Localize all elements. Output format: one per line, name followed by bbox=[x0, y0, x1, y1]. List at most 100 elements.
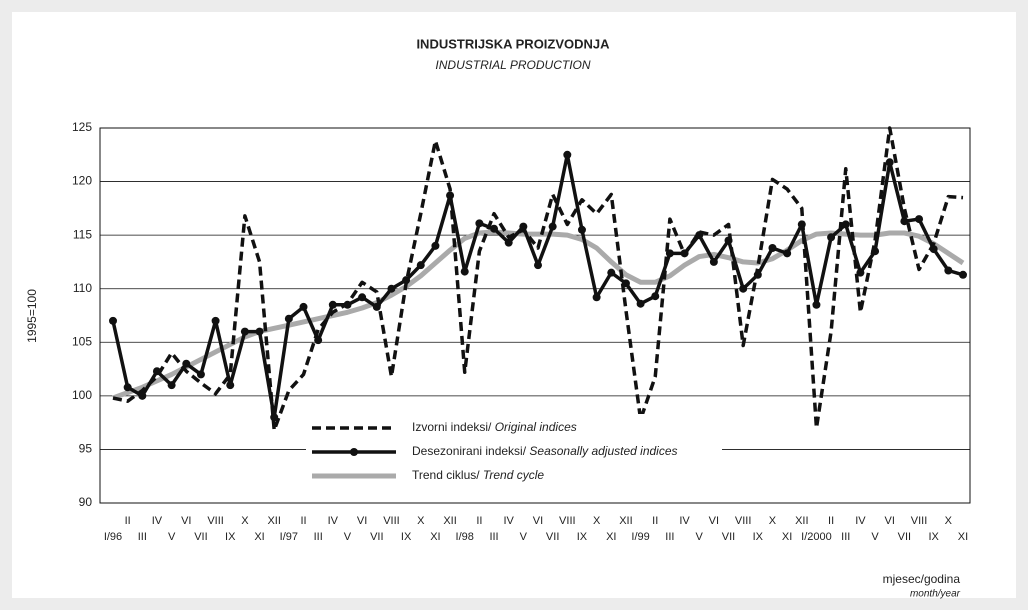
x-tick-label: XII bbox=[267, 515, 280, 527]
x-tick-label: VI bbox=[181, 515, 191, 527]
x-tick-label: IV bbox=[152, 515, 163, 527]
y-tick-label: 115 bbox=[73, 227, 92, 241]
series-line bbox=[112, 229, 965, 401]
point bbox=[724, 236, 733, 245]
point bbox=[343, 300, 352, 309]
x-tick-label: VII bbox=[370, 531, 383, 543]
y-tick-label: 100 bbox=[72, 388, 92, 402]
point bbox=[592, 293, 601, 302]
x-tick-label: VIII bbox=[207, 515, 224, 527]
x-tick-label: II bbox=[476, 515, 482, 527]
x-tick-label: IX bbox=[401, 531, 412, 543]
point bbox=[915, 215, 924, 224]
x-tick-label: V bbox=[344, 531, 352, 543]
x-tick-label: I/98 bbox=[456, 531, 474, 543]
point bbox=[607, 268, 616, 277]
y-tick-label: 125 bbox=[72, 120, 92, 134]
point bbox=[460, 267, 469, 276]
x-tick-label: I/97 bbox=[280, 531, 298, 543]
x-tick-label: XII bbox=[443, 515, 456, 527]
x-tick-label: V bbox=[871, 531, 879, 543]
x-tick-label: X bbox=[945, 515, 953, 527]
x-tick-label: VIII bbox=[383, 515, 400, 527]
point bbox=[255, 327, 264, 336]
point bbox=[695, 231, 704, 240]
point bbox=[123, 383, 132, 392]
legend-label-part: Trend ciklus/ bbox=[412, 468, 483, 482]
x-tick-label: VI bbox=[885, 515, 895, 527]
point bbox=[827, 233, 836, 242]
point bbox=[841, 220, 850, 229]
point bbox=[387, 284, 396, 293]
point bbox=[885, 158, 894, 167]
x-tick-label: X bbox=[417, 515, 425, 527]
y-tick-label: 110 bbox=[73, 281, 92, 295]
x-tick-label: VII bbox=[194, 531, 207, 543]
x-tick-label: VII bbox=[722, 531, 735, 543]
point bbox=[577, 225, 586, 234]
x-tick-label: I/2000 bbox=[801, 531, 832, 543]
point bbox=[240, 327, 249, 336]
x-tick-label: XI bbox=[958, 531, 968, 543]
point bbox=[929, 245, 938, 254]
point bbox=[299, 302, 308, 311]
chart-subtitle: INDUSTRIAL PRODUCTION bbox=[435, 58, 590, 72]
x-tick-label: V bbox=[168, 531, 176, 543]
x-tick-label: III bbox=[841, 531, 850, 543]
x-tick-label: VI bbox=[533, 515, 543, 527]
legend-label-part: Seasonally adjusted indices bbox=[529, 444, 677, 458]
point bbox=[402, 276, 411, 285]
point bbox=[446, 191, 455, 200]
point bbox=[563, 150, 572, 159]
point bbox=[709, 257, 718, 266]
x-tick-label: V bbox=[520, 531, 528, 543]
point bbox=[138, 391, 147, 400]
x-tick-label: I/99 bbox=[631, 531, 649, 543]
legend-label-part: Trend cycle bbox=[483, 468, 544, 482]
x-tick-label: IV bbox=[679, 515, 690, 527]
point bbox=[753, 270, 762, 279]
x-tick-label: X bbox=[241, 515, 249, 527]
x-tick-label: XII bbox=[795, 515, 808, 527]
point bbox=[519, 222, 528, 231]
x-tick-label: V bbox=[696, 531, 704, 543]
y-tick-label: 105 bbox=[72, 334, 92, 348]
point bbox=[944, 266, 953, 275]
point bbox=[431, 241, 440, 250]
legend-label-part: Desezonirani indeksi/ bbox=[412, 444, 529, 458]
point bbox=[548, 222, 557, 231]
x-tick-label: VIII bbox=[911, 515, 928, 527]
x-tick-label: III bbox=[665, 531, 674, 543]
point bbox=[900, 217, 909, 226]
x-tick-label: XI bbox=[782, 531, 792, 543]
legend-label: Desezonirani indeksi/ Seasonally adjuste… bbox=[412, 444, 678, 458]
point bbox=[314, 336, 323, 345]
x-tick-label: IX bbox=[753, 531, 764, 543]
y-tick-label: 95 bbox=[79, 442, 93, 456]
y-axis-label: 1995=100 bbox=[25, 289, 39, 343]
point bbox=[959, 270, 967, 279]
point bbox=[152, 367, 161, 376]
point bbox=[783, 249, 792, 258]
point bbox=[636, 299, 645, 308]
point bbox=[797, 220, 806, 229]
x-tick-label: III bbox=[138, 531, 147, 543]
x-tick-label: VII bbox=[898, 531, 911, 543]
x-tick-label: II bbox=[652, 515, 658, 527]
x-tick-label: IX bbox=[577, 531, 588, 543]
x-tick-label: X bbox=[769, 515, 777, 527]
point bbox=[182, 359, 191, 368]
point bbox=[109, 316, 117, 325]
point bbox=[196, 370, 205, 379]
x-tick-label: XI bbox=[430, 531, 440, 543]
x-tick-label: IV bbox=[503, 515, 514, 527]
background bbox=[12, 12, 1016, 598]
point bbox=[416, 261, 425, 270]
x-tick-label: VII bbox=[546, 531, 559, 543]
legend-label: Izvorni indeksi/ Original indices bbox=[412, 420, 577, 434]
x-tick-label: IX bbox=[225, 531, 236, 543]
point bbox=[621, 279, 630, 288]
point bbox=[270, 413, 279, 422]
point bbox=[372, 302, 381, 311]
